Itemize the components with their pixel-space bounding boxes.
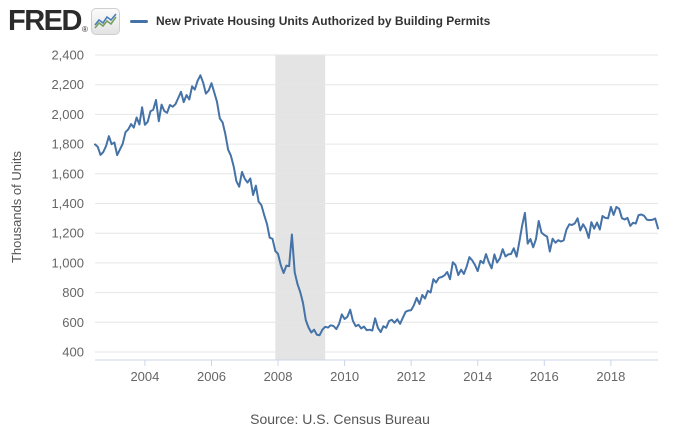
chart-plot-area[interactable] [95, 47, 658, 360]
y-tick-label: 1,600 [51, 166, 84, 181]
y-tick-label: 1,800 [51, 137, 84, 152]
x-tick-label: 2012 [397, 369, 426, 384]
series-line [94, 74, 659, 337]
chart-legend[interactable]: New Private Housing Units Authorized by … [130, 14, 490, 28]
x-tick-label: 2006 [197, 369, 226, 384]
legend-line-swatch [130, 19, 148, 23]
chart-header: FRED ® New Private Housing Units Authori… [0, 0, 680, 44]
fred-sparkline-icon [90, 7, 120, 35]
x-tick-label: 2016 [530, 369, 559, 384]
y-tick-label: 400 [62, 345, 84, 360]
y-tick-label: 2,200 [51, 77, 84, 92]
y-tick-label: 1,000 [51, 255, 84, 270]
fred-logo-text: FRED [8, 5, 82, 37]
x-tick-label: 2018 [596, 369, 625, 384]
y-tick-label: 2,000 [51, 107, 84, 122]
x-tick-label: 2004 [130, 369, 159, 384]
source-note: Source: U.S. Census Bureau [250, 411, 430, 427]
x-tick-label: 2010 [330, 369, 359, 384]
fred-logo[interactable]: FRED ® [8, 4, 120, 38]
x-tick-label: 2014 [463, 369, 492, 384]
y-tick-label: 1,200 [51, 226, 84, 241]
y-tick-label: 2,400 [51, 48, 84, 63]
y-tick-label: 600 [62, 315, 84, 330]
recession-band [275, 55, 326, 360]
legend-series-label: New Private Housing Units Authorized by … [156, 14, 491, 28]
registered-mark: ® [81, 25, 88, 34]
y-tick-label: 1,400 [51, 196, 84, 211]
y-tick-label: 800 [62, 285, 84, 300]
sparkline-icon-graphic [94, 12, 117, 28]
x-tick-label: 2008 [264, 369, 293, 384]
